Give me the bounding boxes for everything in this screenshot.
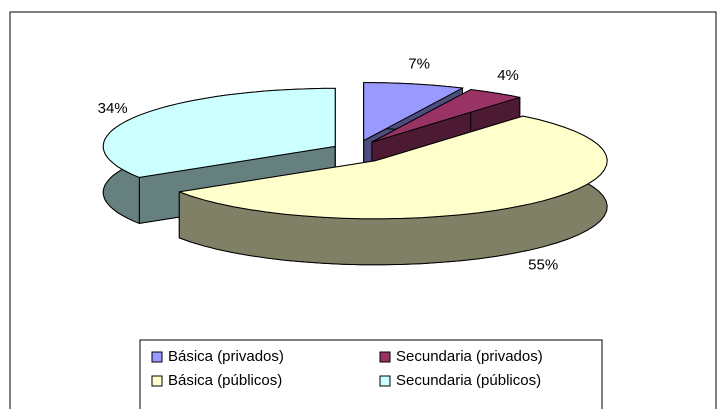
legend-label: Secundaria (públicos) xyxy=(396,372,541,389)
slice-top xyxy=(179,115,608,220)
slice-top xyxy=(363,82,465,142)
legend-swatch xyxy=(151,351,163,363)
legend-label: Secundaria (privados) xyxy=(396,348,543,365)
data-label: 7% xyxy=(408,55,430,72)
data-label: 55% xyxy=(528,256,558,273)
slice-top xyxy=(371,89,520,143)
data-label: 4% xyxy=(497,67,519,84)
legend-label: Básica (públicos) xyxy=(168,372,282,389)
legend-swatch xyxy=(151,375,163,387)
slice-top xyxy=(102,87,336,178)
data-label: 34% xyxy=(98,100,128,117)
legend-swatch xyxy=(379,351,391,363)
legend-swatch xyxy=(379,375,391,387)
legend-box xyxy=(139,339,603,411)
legend-label: Básica (privados) xyxy=(168,348,284,365)
